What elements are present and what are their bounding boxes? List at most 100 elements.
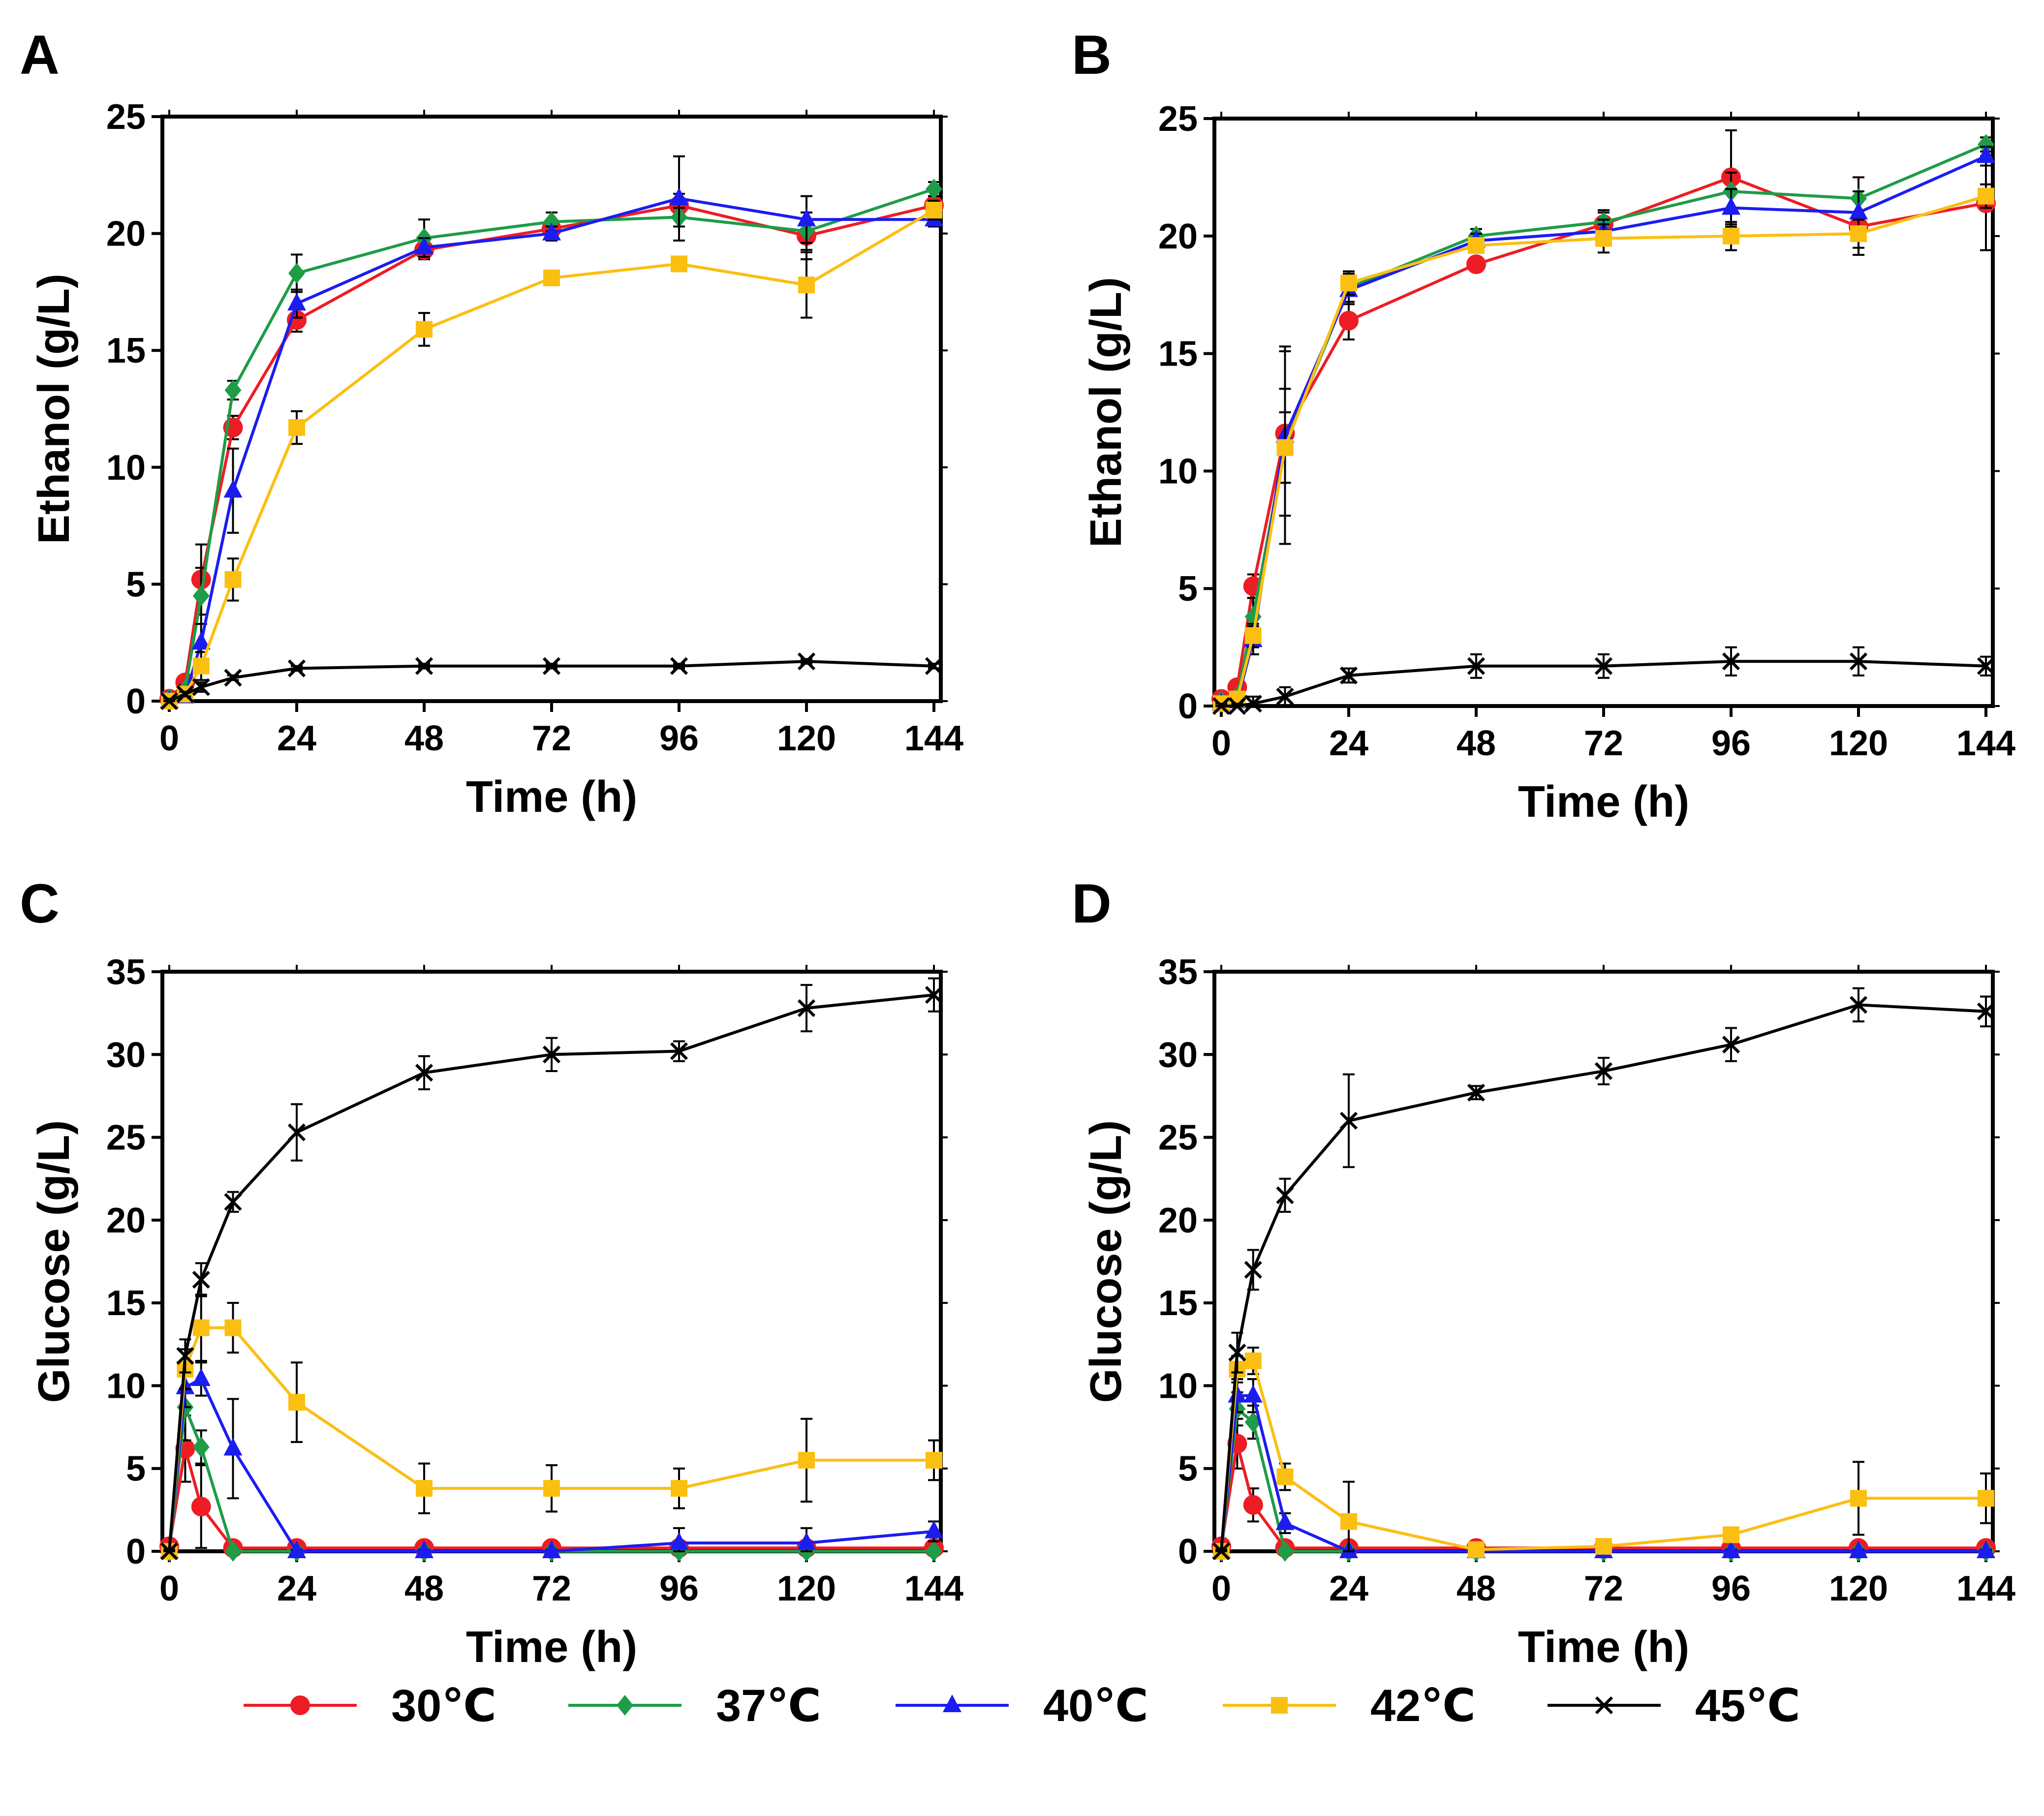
data-point xyxy=(1339,1111,1358,1130)
y-tick-label: 0 xyxy=(1178,687,1198,726)
x-tick-label: 0 xyxy=(1211,724,1231,763)
series-line xyxy=(168,1377,934,1553)
data-point xyxy=(176,685,194,703)
y-tick-label: 15 xyxy=(1158,1284,1198,1323)
data-point xyxy=(926,1541,942,1562)
y-tick-label: 35 xyxy=(106,953,146,992)
data-point xyxy=(1595,230,1612,247)
data-point xyxy=(1978,134,1994,155)
y-tick-label: 5 xyxy=(1178,1449,1198,1489)
y-tick-label: 20 xyxy=(1158,1201,1198,1240)
x-tick-label: 24 xyxy=(1329,1569,1368,1608)
data-point xyxy=(797,999,816,1017)
y-tick-label: 5 xyxy=(126,1449,146,1489)
data-point xyxy=(1244,1261,1262,1279)
data-point xyxy=(223,1438,243,1456)
data-point xyxy=(670,1042,688,1060)
y-tick-label: 5 xyxy=(126,565,146,604)
panel-c: C 0 5 10 15 20 25 30 35 0 24 48 72 96 120 144 Time (h) Gl… xyxy=(20,873,963,1672)
legend-marker xyxy=(290,1695,310,1715)
series-45 xyxy=(160,977,943,1561)
x-tick-label: 120 xyxy=(777,719,836,758)
series-40 xyxy=(160,155,943,708)
data-point xyxy=(1339,310,1359,331)
data-point xyxy=(1595,1538,1612,1555)
data-point xyxy=(1850,225,1867,243)
data-point xyxy=(1722,197,1740,215)
x-tick-label: 24 xyxy=(277,719,316,758)
panel-b: B 0 5 10 15 20 25 0 24 48 72 96 120 144 Time (h) Ethano… xyxy=(1072,24,2015,827)
x-axis-title: Time (h) xyxy=(1518,777,1689,827)
y-tick-label: 20 xyxy=(106,215,146,254)
data-point xyxy=(1244,695,1262,713)
data-point xyxy=(1228,1343,1246,1362)
x-tick-label: 72 xyxy=(1584,1569,1623,1608)
series-42 xyxy=(1213,1347,1994,1560)
data-point xyxy=(1849,996,1868,1014)
series-45 xyxy=(160,652,943,710)
data-point xyxy=(1977,1540,1995,1558)
data-point xyxy=(1849,202,1868,220)
data-point xyxy=(192,1319,210,1336)
data-point xyxy=(1276,1468,1294,1485)
data-point xyxy=(416,321,433,338)
y-tick-label: 15 xyxy=(106,331,146,370)
x-tick-label: 48 xyxy=(1456,1569,1496,1608)
data-point xyxy=(224,669,242,687)
legend-label: 30℃ xyxy=(391,1681,496,1731)
y-tick-label: 10 xyxy=(1158,452,1198,491)
plot-frame xyxy=(160,115,943,703)
data-point xyxy=(797,1532,816,1550)
data-point xyxy=(1339,666,1358,685)
x-tick-label: 0 xyxy=(159,1569,179,1608)
data-point xyxy=(926,202,942,219)
data-point xyxy=(671,255,687,273)
data-point xyxy=(1977,657,1995,675)
y-tick-label: 25 xyxy=(1158,1118,1198,1158)
x-tick-label: 72 xyxy=(532,1569,571,1608)
data-point xyxy=(671,1480,687,1497)
data-point xyxy=(224,1319,242,1336)
data-point xyxy=(160,692,179,710)
data-point xyxy=(1723,1526,1739,1543)
data-point xyxy=(1228,1385,1247,1403)
data-point xyxy=(925,657,943,675)
data-point xyxy=(1244,1352,1262,1369)
data-point xyxy=(224,571,242,588)
data-point xyxy=(1723,227,1739,245)
data-point xyxy=(192,1436,210,1457)
data-point xyxy=(1244,627,1262,644)
data-point xyxy=(1466,254,1486,275)
panel-a: A 0 5 10 15 20 25 0 24 48 72 96 120 144 Time (h) Ethano… xyxy=(20,24,963,822)
data-point xyxy=(415,1540,434,1558)
y-axis-title: Glucose (g/L) xyxy=(30,1120,79,1403)
series-45 xyxy=(1212,987,1995,1561)
x-tick-label: 120 xyxy=(777,1569,836,1608)
y-tick-label: 10 xyxy=(106,1366,146,1406)
panel-letter: C xyxy=(20,873,60,934)
data-point xyxy=(288,1394,305,1411)
data-point xyxy=(287,293,306,311)
legend-label: 37℃ xyxy=(716,1681,821,1731)
x-tick-label: 72 xyxy=(532,719,571,758)
series-line xyxy=(1221,660,1986,708)
series-line xyxy=(168,660,934,703)
series-line xyxy=(168,1326,934,1552)
panel-letter: A xyxy=(20,24,60,86)
data-point xyxy=(1722,652,1740,671)
data-point xyxy=(192,585,210,607)
data-point xyxy=(542,1046,561,1064)
data-point xyxy=(1850,1490,1867,1507)
y-axis-title: Ethanol (g/L) xyxy=(30,274,79,544)
series-40 xyxy=(1212,1378,1995,1558)
y-tick-label: 30 xyxy=(106,1035,146,1075)
data-point xyxy=(1467,1083,1486,1102)
data-point xyxy=(224,379,242,400)
y-axis-title: Ethanol (g/L) xyxy=(1082,277,1131,548)
data-point xyxy=(224,1541,242,1562)
x-tick-label: 144 xyxy=(904,1569,963,1608)
data-point xyxy=(1468,1541,1485,1558)
data-point xyxy=(925,1520,943,1539)
y-axis-title: Glucose (g/L) xyxy=(1082,1120,1131,1403)
data-point xyxy=(224,1193,242,1211)
